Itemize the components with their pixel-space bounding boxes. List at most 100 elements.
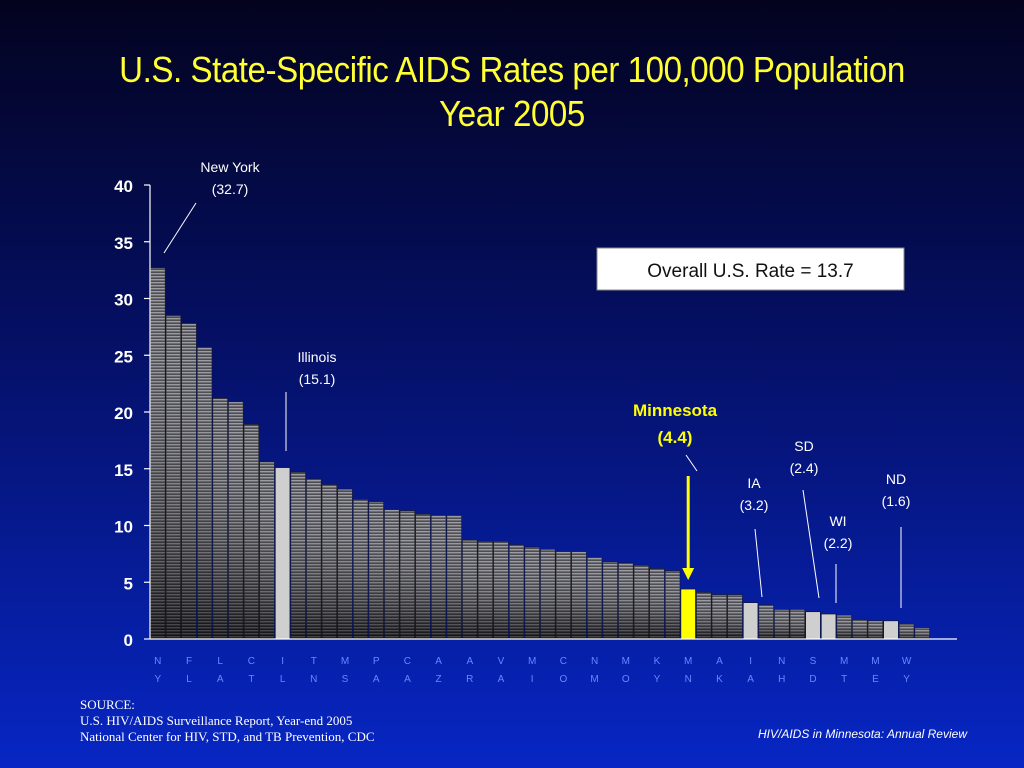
y-tick-label: 0 xyxy=(124,631,133,650)
bar xyxy=(228,401,244,640)
bar xyxy=(165,315,182,640)
state-label-bottom: Y xyxy=(654,674,661,685)
bar xyxy=(898,623,915,640)
bar xyxy=(477,541,494,640)
annotation-text: SD xyxy=(794,438,813,454)
bar xyxy=(586,556,603,640)
bar xyxy=(274,467,291,640)
bar xyxy=(306,478,322,640)
state-label-bottom: N xyxy=(685,674,692,685)
state-label-top: N xyxy=(591,656,598,667)
source-citation: SOURCE: U.S. HIV/AIDS Surveillance Repor… xyxy=(80,697,375,745)
state-label-top: W xyxy=(902,656,912,667)
y-tick-label: 15 xyxy=(114,461,133,480)
annotation-south-dakota: SD (2.4) xyxy=(790,438,820,599)
state-label-bottom: Y xyxy=(154,674,161,685)
bar xyxy=(181,323,197,640)
y-tick-label: 20 xyxy=(114,404,133,423)
bar xyxy=(774,609,790,640)
state-label-top: M xyxy=(840,656,848,667)
bar xyxy=(243,424,260,640)
bar xyxy=(618,562,634,640)
state-label-top: A xyxy=(716,656,723,667)
bar xyxy=(446,514,462,640)
annotation-minnesota: Minnesota (4.4) xyxy=(633,401,718,580)
state-label-bottom: O xyxy=(622,674,630,685)
state-label-bottom: L xyxy=(280,674,286,685)
annotation-new-york: New York (32.7) xyxy=(163,159,261,254)
y-tick-label: 40 xyxy=(114,177,133,196)
state-label-bottom: H xyxy=(778,674,785,685)
y-tick-label: 25 xyxy=(114,347,133,366)
leader-line xyxy=(802,489,820,599)
state-labels: NYFLLACTILTNMSPACAAZARVAMICONMMOKYMNAKIA… xyxy=(154,656,912,685)
annotation-text: (4.4) xyxy=(658,428,693,447)
bar xyxy=(852,619,868,640)
bar xyxy=(259,461,275,640)
state-label-bottom: A xyxy=(747,674,754,685)
bar xyxy=(321,484,338,640)
bar xyxy=(508,544,525,640)
bar xyxy=(742,602,759,640)
annotation-text: Minnesota xyxy=(633,401,718,420)
annotation-text: WI xyxy=(829,513,846,529)
title-line-1: U.S. State-Specific AIDS Rates per 100,0… xyxy=(119,49,905,90)
reference-box-frame xyxy=(596,247,905,291)
bar xyxy=(820,613,837,640)
annotation-text: (3.2) xyxy=(740,497,769,513)
state-label-top: M xyxy=(622,656,630,667)
bar xyxy=(571,551,587,640)
state-label-bottom: A xyxy=(404,674,411,685)
bar xyxy=(711,594,727,640)
bar xyxy=(649,568,665,640)
annotation-text: (15.1) xyxy=(299,371,336,387)
state-label-top: A xyxy=(466,656,473,667)
annotation-text: (32.7) xyxy=(212,181,249,197)
leader-line xyxy=(754,528,763,598)
state-label-bottom: T xyxy=(248,674,254,685)
annotation-iowa: IA (3.2) xyxy=(740,475,769,598)
reference-box: Overall U.S. Rate = 13.7 xyxy=(596,247,905,291)
y-axis: 0 5 10 15 20 25 30 35 40 xyxy=(114,177,957,650)
bar xyxy=(337,488,353,640)
slide-title: U.S. State-Specific AIDS Rates per 100,0… xyxy=(41,48,983,136)
bar xyxy=(914,627,930,640)
leader-line xyxy=(685,454,698,472)
state-label-top: P xyxy=(373,656,380,667)
annotation-text: (2.2) xyxy=(824,535,853,551)
leader-line xyxy=(163,202,197,254)
state-label-top: C xyxy=(404,656,411,667)
bar xyxy=(696,592,712,640)
source-line-2: National Center for HIV, STD, and TB Pre… xyxy=(80,729,375,744)
source-heading: SOURCE: xyxy=(80,697,135,712)
state-label-bottom: K xyxy=(716,674,723,685)
bar xyxy=(867,620,883,640)
annotation-north-dakota: ND (1.6) xyxy=(882,471,910,608)
state-label-top: F xyxy=(186,656,192,667)
annotation-text: ND xyxy=(886,471,906,487)
state-label-top: C xyxy=(560,656,567,667)
bar xyxy=(555,551,571,640)
state-label-bottom: D xyxy=(809,674,816,685)
state-label-bottom: R xyxy=(466,674,473,685)
bar xyxy=(493,541,509,640)
state-label-bottom: A xyxy=(217,674,224,685)
bar xyxy=(399,510,416,640)
bar xyxy=(540,549,556,640)
annotation-illinois: Illinois (15.1) xyxy=(285,349,337,451)
bar xyxy=(789,609,805,640)
annotations: New York (32.7) Illinois (15.1) Minnesota (4.… xyxy=(163,159,910,608)
bar xyxy=(462,539,478,640)
y-tick-label: 35 xyxy=(114,234,133,253)
bar xyxy=(602,561,618,640)
state-label-bottom: I xyxy=(531,674,534,685)
bar xyxy=(680,588,696,640)
state-label-bottom: L xyxy=(186,674,192,685)
minnesota-arrow-head xyxy=(682,568,695,580)
state-label-top: N xyxy=(778,656,785,667)
annotation-text: Illinois xyxy=(298,349,337,365)
title-line-2: Year 2005 xyxy=(439,93,585,134)
state-label-top: K xyxy=(654,656,661,667)
bar xyxy=(727,594,743,640)
state-label-top: M xyxy=(528,656,536,667)
